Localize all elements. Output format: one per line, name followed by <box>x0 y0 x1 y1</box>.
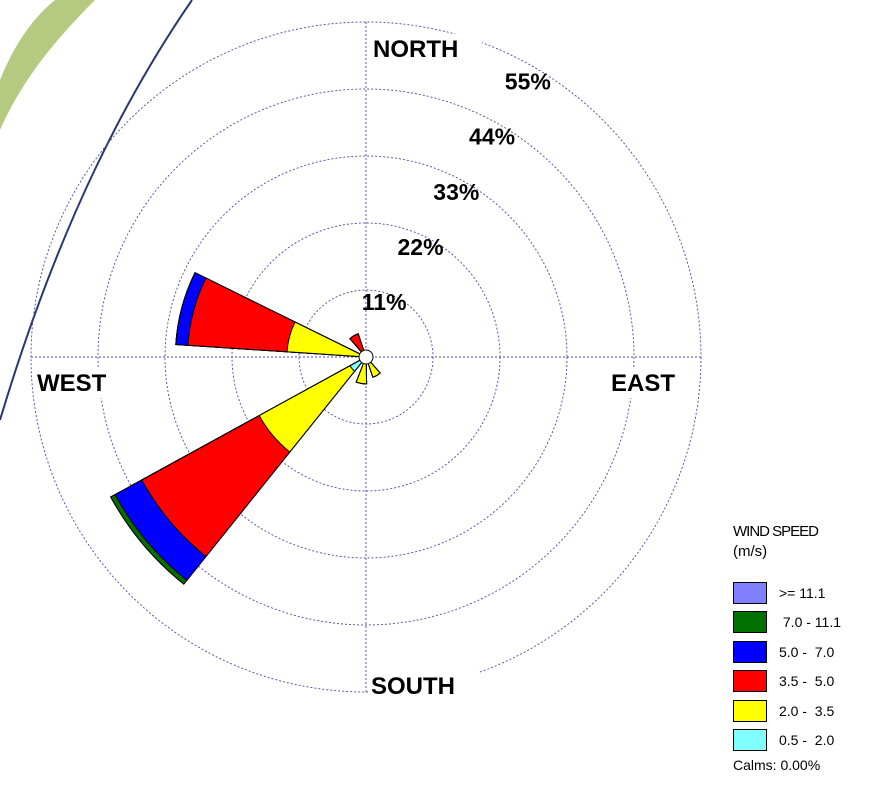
wind-speed-legend: WIND SPEED (m/s) >= 11.1 7.0 - 11.1 5.0 -… <box>733 522 874 773</box>
legend-item-5: 2.0 - 3.5 <box>733 696 874 726</box>
sector-285deg <box>175 272 367 358</box>
legend-item-6: 0.5 - 2.0 <box>733 726 874 756</box>
grid-ring-4 <box>97 88 635 626</box>
east-label-bg <box>608 368 698 398</box>
legend-swatch <box>733 729 767 752</box>
legend-item-3: 5.0 - 7.0 <box>733 637 874 667</box>
legend-item-1: >= 11.1 <box>733 578 874 608</box>
south-label-bg <box>368 672 480 702</box>
legend-title: WIND SPEED <box>733 523 819 540</box>
legend-swatch <box>733 699 767 722</box>
legend-label: 7.0 - 11.1 <box>779 614 842 631</box>
decorative-background-curves <box>0 0 193 421</box>
wind-sectors <box>110 272 381 585</box>
ring-label-44pct: 44% <box>469 124 515 150</box>
green-swoosh-decoration <box>0 0 95 130</box>
east-label: EAST <box>611 370 675 397</box>
legend-calms: Calms: 0.00% <box>733 757 821 773</box>
legend-swatch <box>733 581 767 604</box>
ring-label-33pct: 33% <box>433 179 479 205</box>
legend-items: >= 11.1 7.0 - 11.1 5.0 - 7.0 3.5 - 5.0 2.0 … <box>733 578 874 755</box>
ring-label-22pct: 22% <box>398 234 444 260</box>
north-label-bg <box>370 34 482 64</box>
ring-label-55pct: 55% <box>505 69 551 95</box>
polar-grid <box>30 21 702 693</box>
center-circle <box>358 349 374 365</box>
legend-swatch <box>733 611 767 634</box>
legend-label: 3.5 - 5.0 <box>779 673 835 690</box>
legend-label: 5.0 - 7.0 <box>779 643 835 660</box>
legend-swatch <box>733 670 767 693</box>
west-label: WEST <box>37 370 107 397</box>
west-label-bg <box>34 368 134 398</box>
wedge-230-2.0-3.5 <box>258 356 367 453</box>
ring-labels: 11% 22% 33% 44% 55% <box>362 69 551 315</box>
legend-label: 2.0 - 3.5 <box>779 702 835 719</box>
legend-label: 0.5 - 2.0 <box>779 732 835 749</box>
legend-unit: (m/s) <box>733 543 768 560</box>
south-label: SOUTH <box>371 673 455 700</box>
sector-230deg <box>110 356 367 585</box>
legend-item-4: 3.5 - 5.0 <box>733 667 874 697</box>
wedge-285-2.0-3.5 <box>286 321 367 358</box>
legend-item-2: 7.0 - 11.1 <box>733 608 874 638</box>
navy-arc-decoration <box>0 0 193 421</box>
north-label: NORTH <box>373 36 458 63</box>
ring-label-11pct: 11% <box>362 289 407 315</box>
legend-swatch <box>733 640 767 663</box>
legend-label: >= 11.1 <box>779 584 826 601</box>
